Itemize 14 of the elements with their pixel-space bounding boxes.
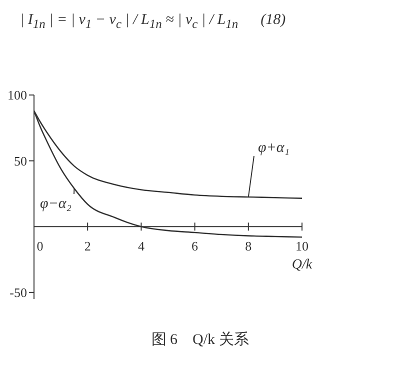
x-tick-label: 0 <box>36 238 44 254</box>
x-tick-label: 4 <box>138 238 145 254</box>
x-tick-label: 2 <box>84 238 91 254</box>
text: φ+α₁ <box>258 140 290 156</box>
legend-label: φ−α₂ <box>40 196 72 212</box>
text: 图 6 Q/k 关系 <box>150 330 250 349</box>
x-axis-title: Q/k <box>292 258 313 273</box>
y-tick-label: 100 <box>8 88 27 103</box>
text: | I$_{1n}$ | = | v$_{1}$ − v$_{c}$ | / L$_{1n}$ ≈ | v$_{c}$ | / L$_{1n}$ (18) <box>20 12 286 31</box>
x-tick-label: 10 <box>296 238 308 254</box>
x-tick-label: 8 <box>245 238 252 254</box>
y-tick-label: 50 <box>14 153 27 168</box>
y-tick-label: -50 <box>10 285 27 300</box>
x-tick-label: 6 <box>192 238 199 254</box>
